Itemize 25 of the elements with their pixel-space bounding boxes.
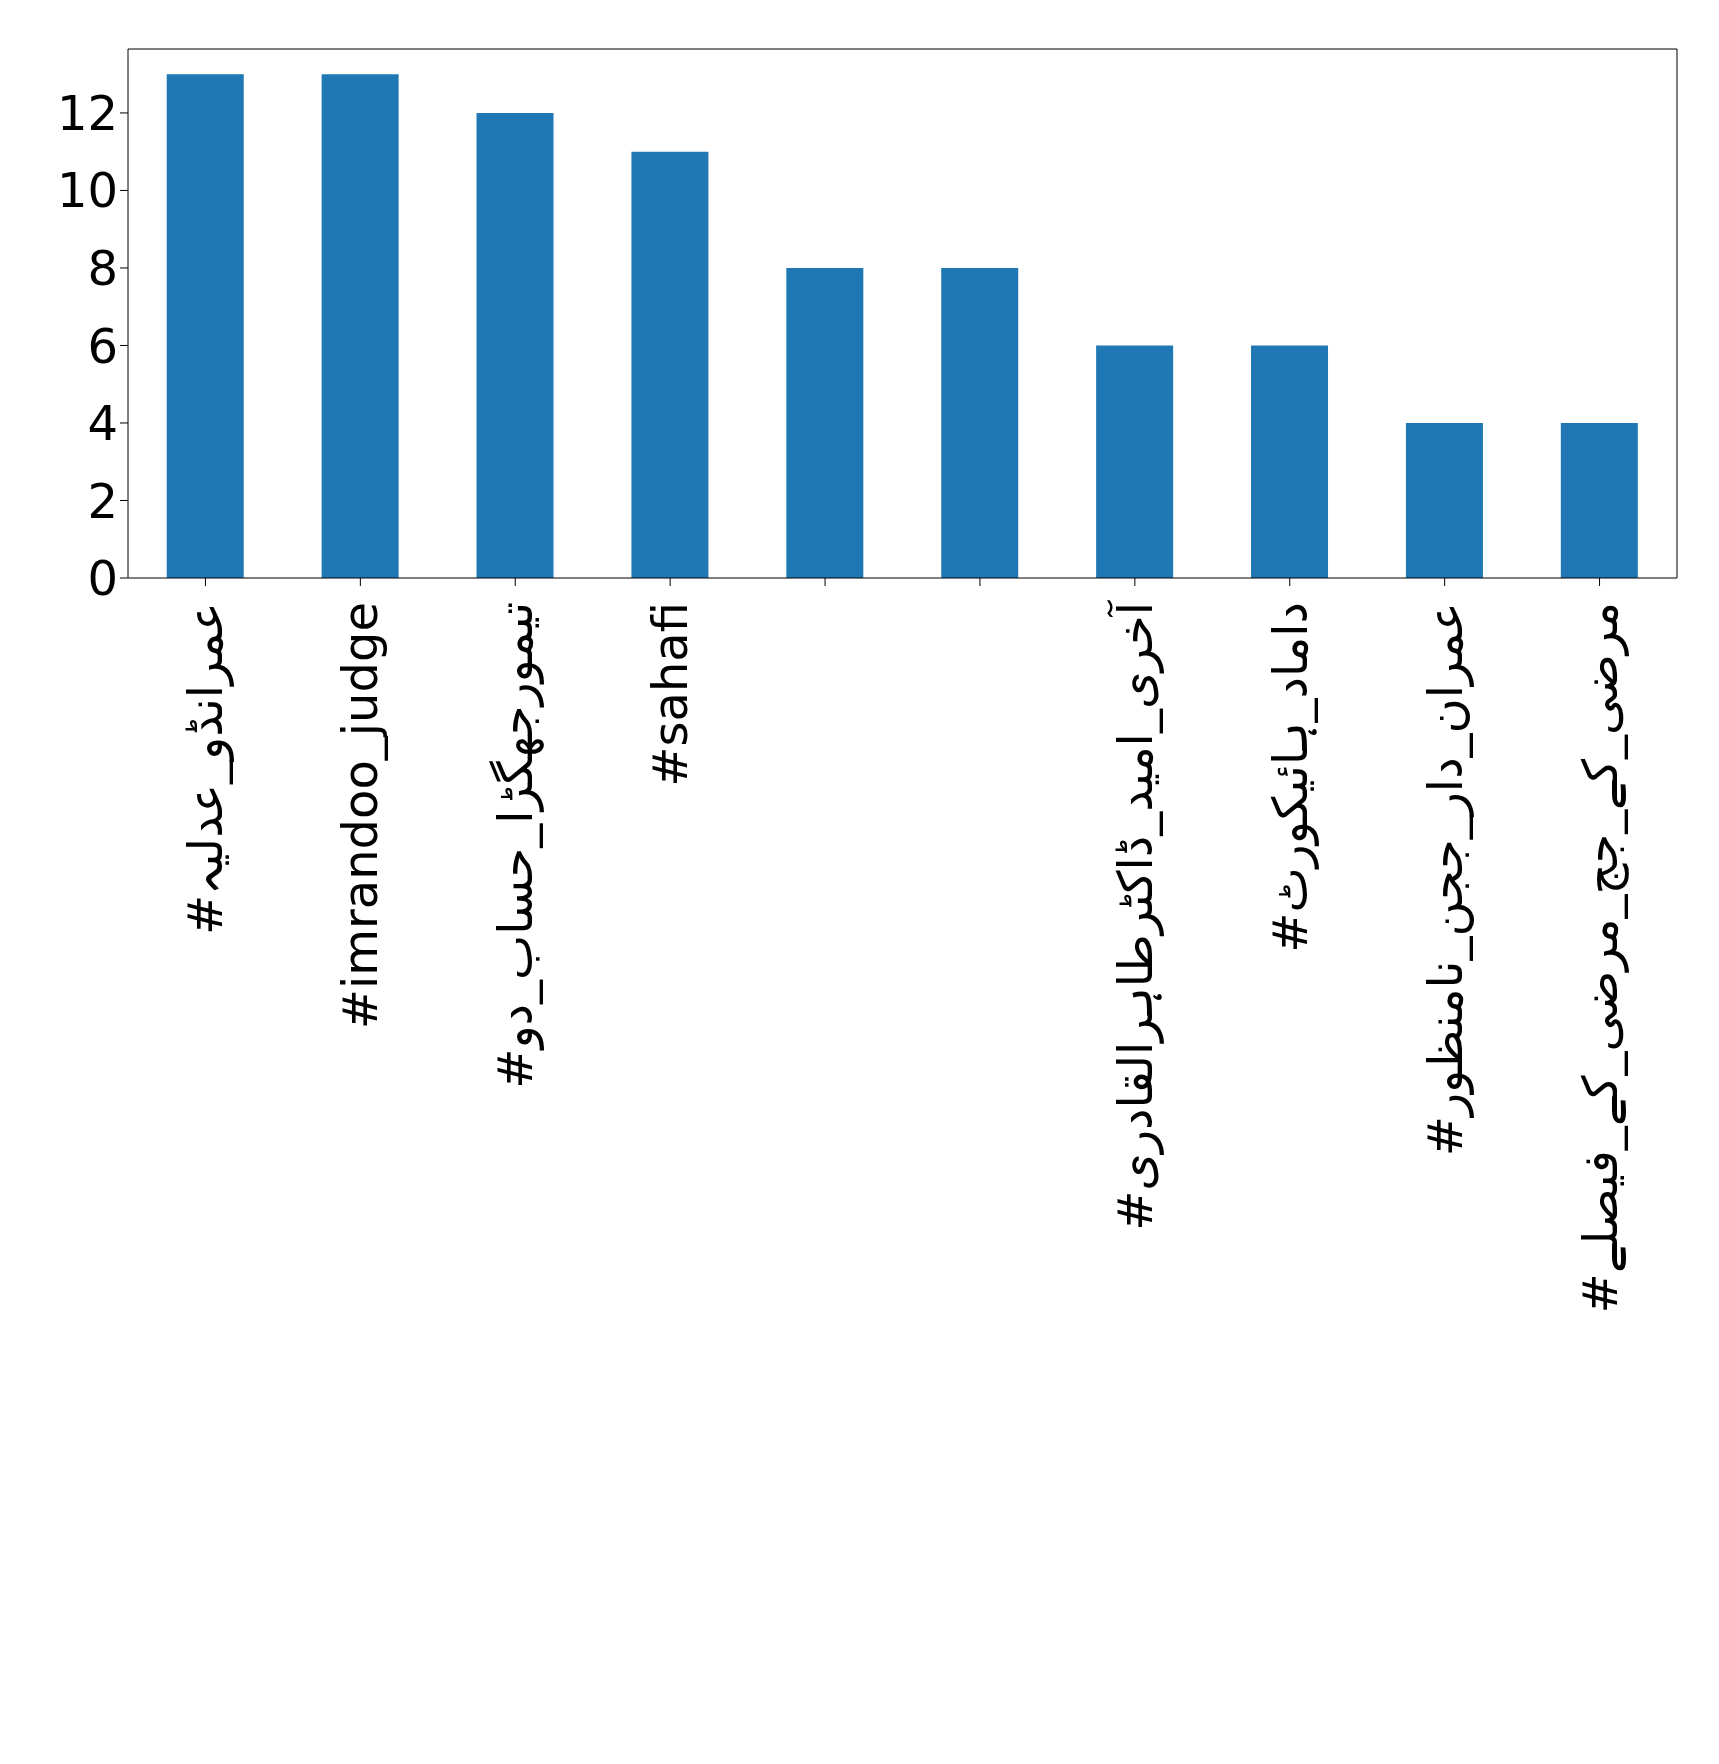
bar bbox=[941, 267, 1019, 578]
x-tick-label: #مرضی_کے_جج_مرضی_کے_فیصلے bbox=[1571, 602, 1629, 1314]
x-tick-label: #عمرانڈو_عدلیہ bbox=[177, 602, 235, 936]
bar bbox=[1251, 345, 1329, 578]
x-tick-label: #sahafi bbox=[642, 602, 699, 787]
y-tick-label: 12 bbox=[56, 84, 118, 141]
x-tick-label: #عمران_دار_ججن_نامنظور bbox=[1416, 602, 1474, 1157]
x-tick-label: #داماد_ہائیکورٹ bbox=[1261, 602, 1319, 953]
x-tick-label: #آخری_امید_ڈاکٹرطاہرالقادری bbox=[1105, 599, 1164, 1231]
y-tick-label: 10 bbox=[56, 162, 118, 219]
bar bbox=[476, 112, 554, 578]
bar bbox=[786, 267, 864, 578]
y-tick-label: 2 bbox=[87, 472, 118, 529]
bar bbox=[1096, 345, 1174, 578]
y-tick-label: 6 bbox=[87, 317, 118, 374]
bar bbox=[166, 74, 244, 578]
bar bbox=[321, 74, 399, 578]
y-tick-label: 4 bbox=[87, 395, 118, 452]
x-tick-label: #imrandoo_judge bbox=[332, 602, 389, 1030]
y-tick-label: 8 bbox=[87, 240, 118, 296]
x-tick-label: #تیمورجھگڑا_حساب_دو bbox=[487, 602, 545, 1089]
y-tick-label: 0 bbox=[87, 550, 118, 607]
bar bbox=[631, 151, 709, 578]
bar bbox=[1405, 422, 1483, 578]
bar bbox=[1560, 422, 1638, 578]
